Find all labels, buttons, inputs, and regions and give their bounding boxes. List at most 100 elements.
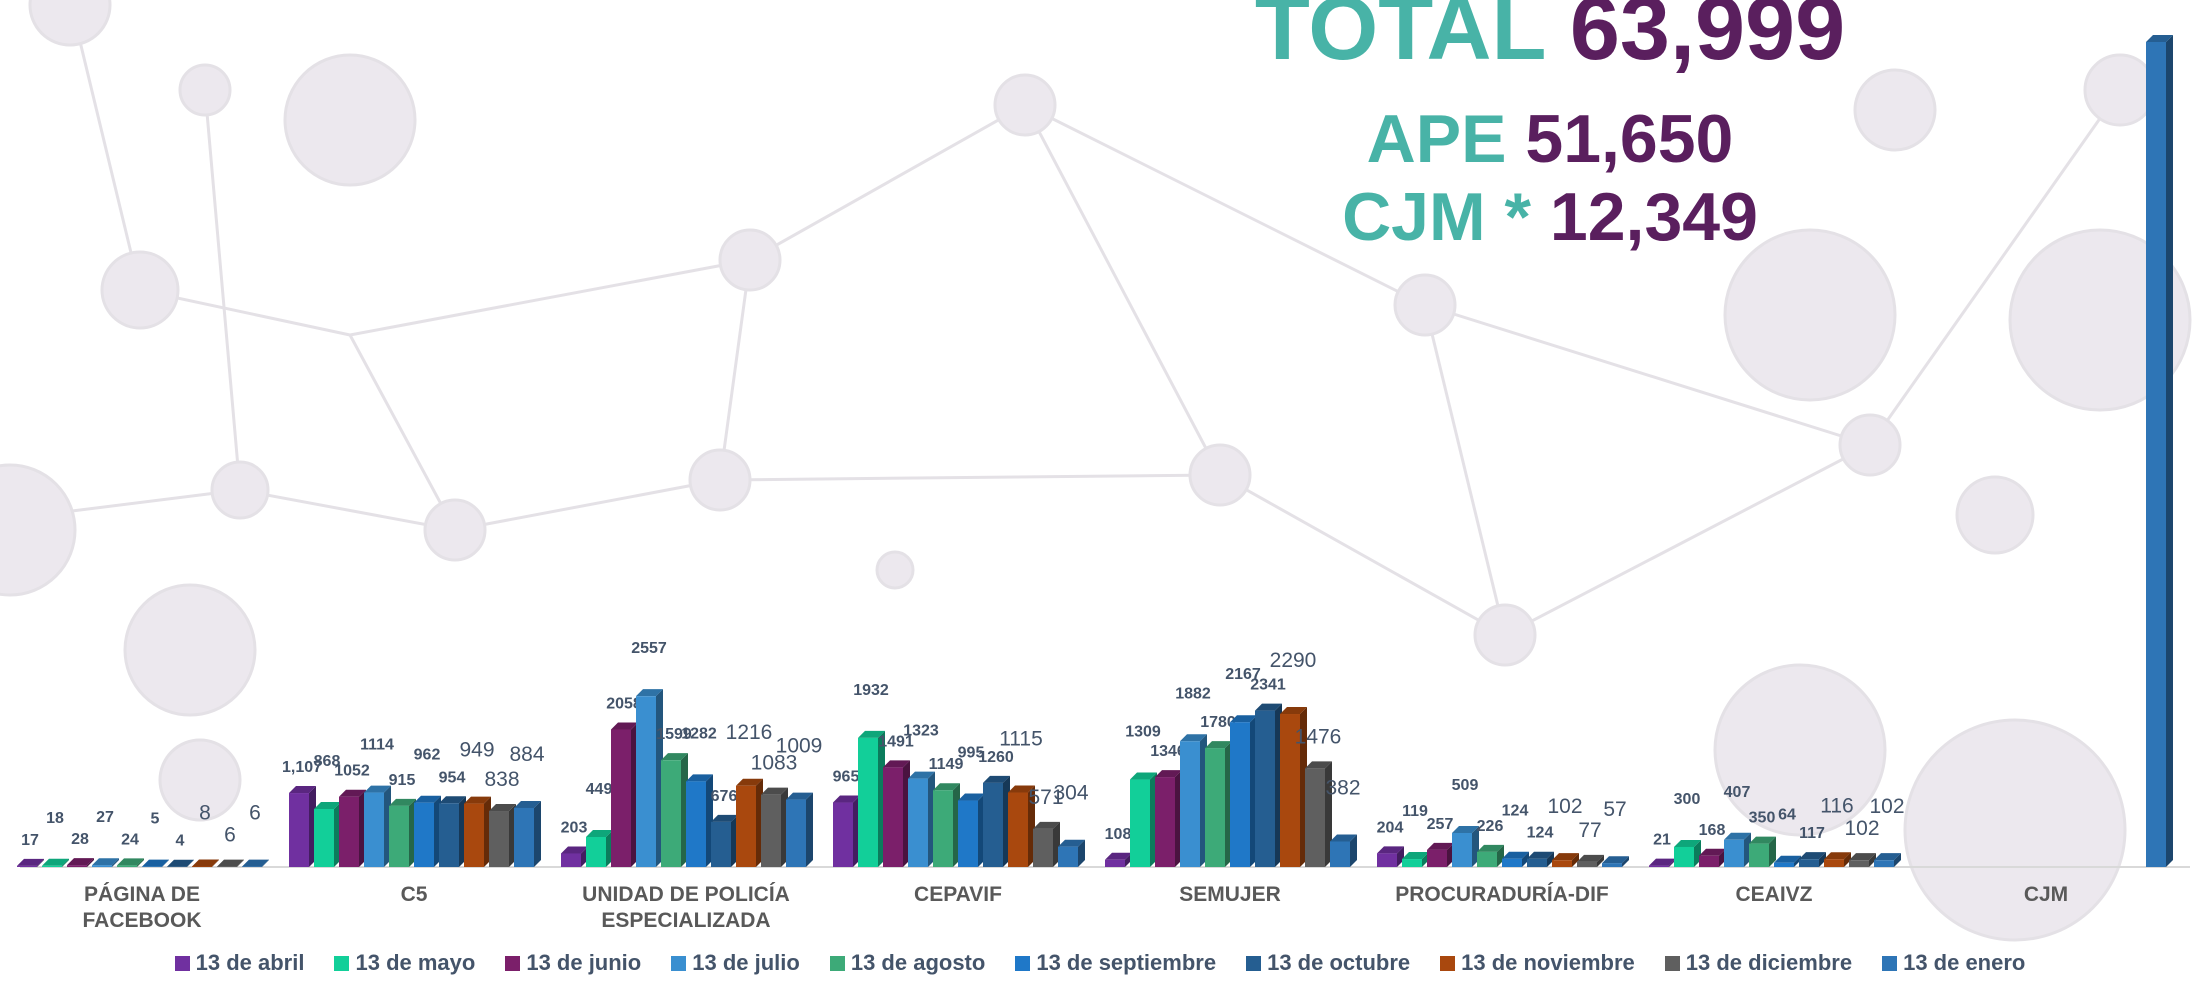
bar-group xyxy=(1130,773,1157,867)
legend-label: 13 de mayo xyxy=(355,950,475,976)
data-label: 1932 xyxy=(853,682,889,699)
bar-group xyxy=(1649,859,1676,867)
legend-label: 13 de octubre xyxy=(1267,950,1410,976)
bar xyxy=(1230,722,1250,867)
legend-swatch xyxy=(334,956,349,971)
bar xyxy=(908,779,928,867)
bar-top xyxy=(1649,859,1676,866)
data-label: 407 xyxy=(1724,784,1751,801)
bar-group xyxy=(611,723,638,867)
data-label: 884 xyxy=(509,743,544,766)
data-label: 1216 xyxy=(726,721,773,744)
bar-group xyxy=(1477,845,1504,867)
bar xyxy=(1058,847,1078,867)
bar xyxy=(2146,42,2166,867)
bar xyxy=(464,804,484,867)
bar xyxy=(1674,847,1694,867)
bar-group xyxy=(1402,852,1429,867)
data-label: 102 xyxy=(1869,795,1904,818)
bar xyxy=(414,803,434,867)
data-label: 1309 xyxy=(1125,724,1161,741)
bar-top xyxy=(117,858,144,865)
bar xyxy=(489,811,509,867)
bar xyxy=(289,793,309,867)
bar xyxy=(958,801,978,867)
legend-item: 13 de enero xyxy=(1882,950,2025,976)
bar-group xyxy=(833,796,860,867)
bar-group xyxy=(42,859,69,867)
legend-item: 13 de junio xyxy=(505,950,641,976)
data-label: 24 xyxy=(121,831,139,848)
bar-group xyxy=(514,801,541,867)
bar-group xyxy=(1749,837,1776,867)
data-label: 257 xyxy=(1427,816,1454,833)
bar-group xyxy=(242,860,269,867)
bar xyxy=(786,800,806,867)
bar xyxy=(1527,859,1547,867)
legend-item: 13 de abril xyxy=(175,950,305,976)
data-label: 116 xyxy=(1820,794,1853,817)
bar xyxy=(1502,859,1522,867)
bar xyxy=(1205,748,1225,867)
bar-group xyxy=(1230,715,1257,867)
bar xyxy=(1255,711,1275,867)
legend-swatch xyxy=(1246,956,1261,971)
bar xyxy=(67,865,87,867)
legend-label: 13 de diciembre xyxy=(1686,950,1852,976)
bar-top xyxy=(167,860,194,867)
data-label: 6 xyxy=(224,824,236,847)
bar-side xyxy=(2166,35,2173,867)
data-label: 108 xyxy=(1105,826,1132,843)
data-label: 965 xyxy=(833,769,860,786)
bar-group xyxy=(117,858,144,867)
bar xyxy=(1377,853,1397,867)
data-label: 117 xyxy=(1799,825,1825,842)
bar xyxy=(736,786,756,867)
bar-group xyxy=(1849,853,1876,867)
category-label: PÁGINA DE FACEBOOK xyxy=(31,882,253,934)
bar xyxy=(389,806,409,867)
bar-top xyxy=(42,859,69,866)
bar xyxy=(192,866,212,867)
bar xyxy=(883,767,903,867)
bar-group xyxy=(217,860,244,867)
data-label: 226 xyxy=(1477,818,1504,835)
data-label: 1882 xyxy=(1175,685,1211,702)
data-label: 915 xyxy=(389,772,416,789)
bar xyxy=(1427,850,1447,867)
legend-item: 13 de diciembre xyxy=(1665,950,1852,976)
bar-group xyxy=(364,786,391,867)
data-label: 962 xyxy=(414,747,441,764)
bar-group xyxy=(636,689,663,867)
legend: 13 de abril13 de mayo13 de junio13 de ju… xyxy=(0,950,2200,976)
bar xyxy=(364,793,384,867)
bar-group xyxy=(17,859,44,867)
data-label: 300 xyxy=(1674,791,1701,808)
headline-label: APE xyxy=(1367,101,1507,177)
bar-group xyxy=(1377,846,1404,867)
bar-side xyxy=(806,793,813,867)
bar-group xyxy=(786,793,813,867)
data-label: 449 xyxy=(586,781,613,798)
bar-group xyxy=(1724,833,1751,867)
data-label: 1260 xyxy=(978,749,1014,766)
bar-group xyxy=(339,790,366,867)
bar xyxy=(1130,780,1150,867)
legend-swatch xyxy=(1665,956,1680,971)
legend-label: 13 de junio xyxy=(526,950,641,976)
bar xyxy=(1180,741,1200,867)
bar xyxy=(933,790,953,867)
headline-label: CJM * xyxy=(1342,179,1531,255)
bar-group xyxy=(1255,704,1282,867)
bar-group xyxy=(1774,856,1801,867)
headline-value: 12,349 xyxy=(1550,179,1758,255)
bar-group xyxy=(167,860,194,867)
bar xyxy=(514,808,534,867)
bar xyxy=(1552,860,1572,867)
legend-swatch xyxy=(1440,956,1455,971)
data-label: 4 xyxy=(176,833,185,850)
legend-item: 13 de octubre xyxy=(1246,950,1410,976)
data-label: 21 xyxy=(1653,832,1671,849)
data-label: 27 xyxy=(96,809,114,826)
bar xyxy=(92,865,112,867)
